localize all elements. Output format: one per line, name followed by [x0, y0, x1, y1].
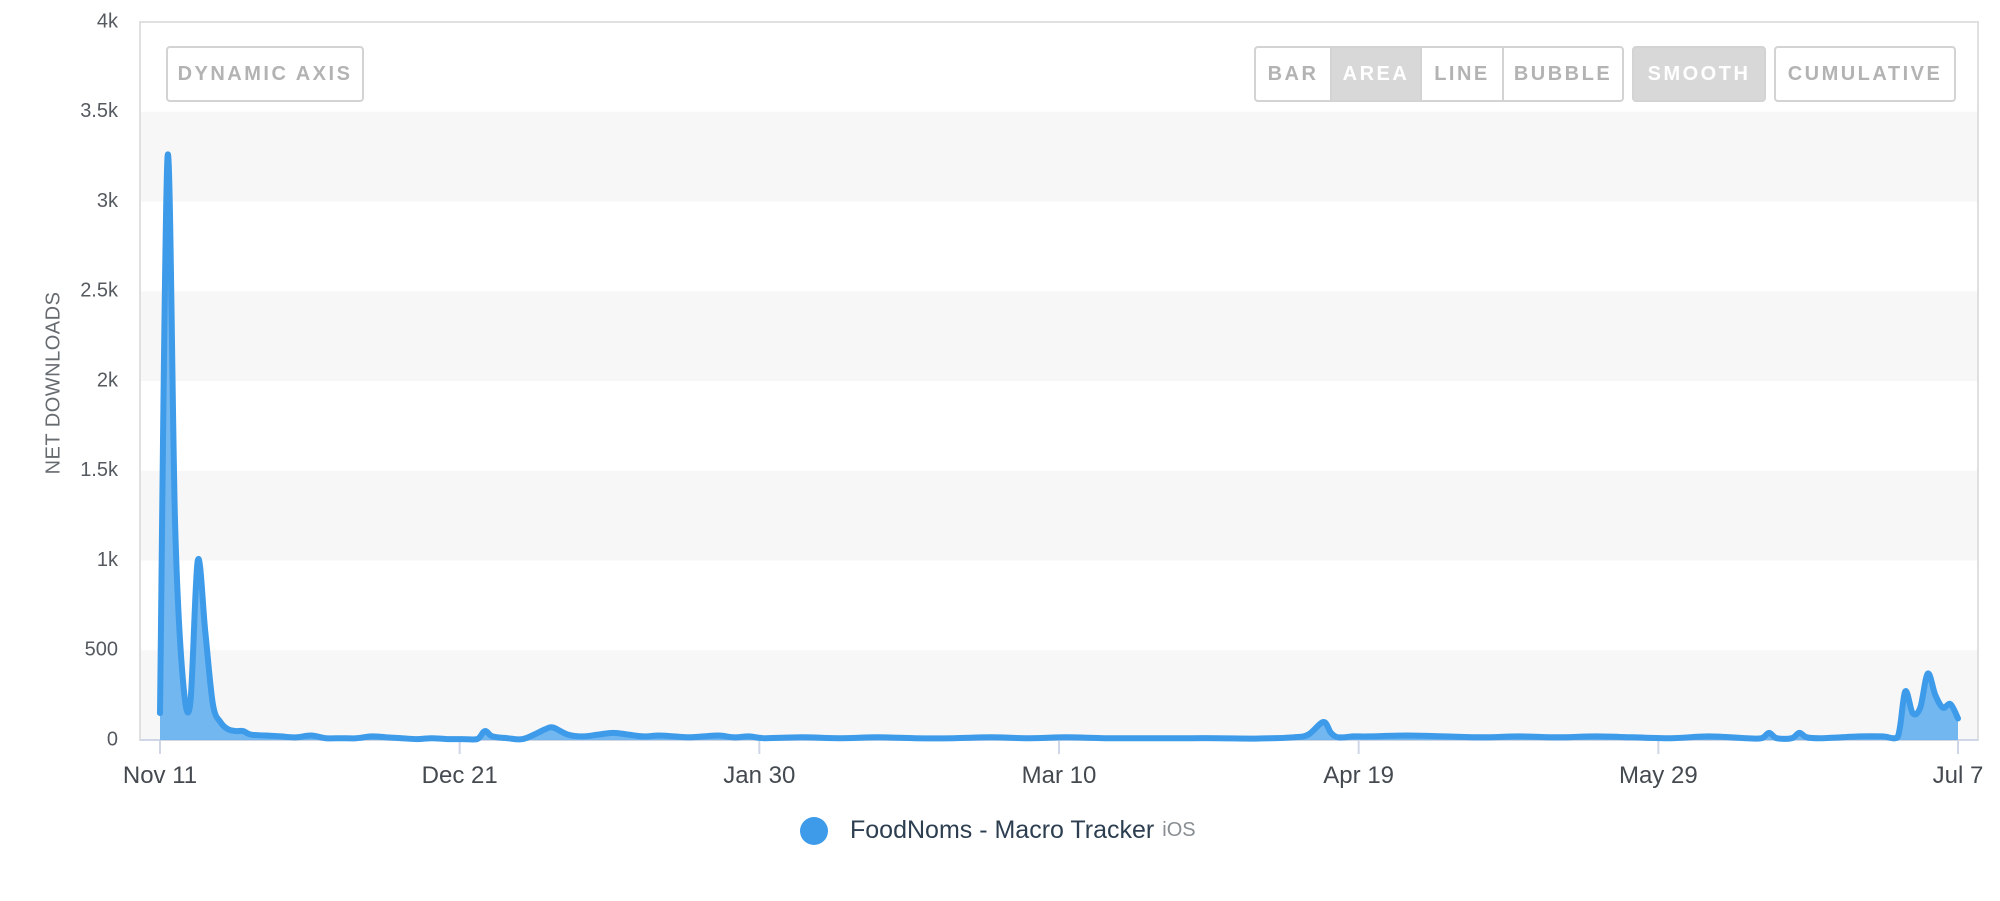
y-tick-label: 0	[107, 728, 118, 750]
x-tick-label: Jan 30	[723, 762, 795, 789]
y-tick-label: 4k	[97, 10, 119, 32]
bar-type-button[interactable]: BAR	[1254, 46, 1332, 102]
y-tick-label: 2k	[97, 369, 119, 391]
x-tick-label: Apr 19	[1323, 762, 1394, 789]
y-tick-label: 1.5k	[80, 459, 119, 481]
legend-series-name: FoodNoms - Macro Tracker	[850, 816, 1155, 844]
legend-series-platform: iOS	[1162, 819, 1196, 841]
line-type-button[interactable]: LINE	[1420, 46, 1504, 102]
y-axis-label: NET DOWNLOADS	[42, 292, 64, 475]
grid-band	[140, 111, 1978, 202]
grid-band	[140, 650, 1978, 740]
chart-bands	[140, 111, 1978, 740]
y-tick-label: 500	[85, 639, 118, 661]
x-tick-label: Nov 11	[123, 762, 197, 789]
chart-series	[157, 151, 1961, 743]
dynamic-axis-button[interactable]: DYNAMIC AXIS	[166, 46, 364, 102]
y-tick-label: 1k	[97, 549, 119, 571]
grid-band	[140, 291, 1978, 381]
x-tick-label: May 29	[1619, 762, 1698, 789]
bubble-type-button[interactable]: BUBBLE	[1502, 46, 1624, 102]
y-tick-label: 3k	[97, 190, 119, 212]
area-type-button[interactable]: AREA	[1330, 46, 1422, 102]
x-tick-label: Jul 7	[1933, 762, 1984, 789]
series-line	[157, 151, 1961, 743]
x-tick-label: Mar 10	[1022, 762, 1097, 789]
grid-band	[140, 470, 1978, 561]
y-tick-label: 2.5k	[80, 280, 119, 302]
cumulative-toggle-button[interactable]: CUMULATIVE	[1774, 46, 1956, 102]
smooth-toggle-button[interactable]: SMOOTH	[1632, 46, 1766, 102]
x-tick-label: Dec 21	[422, 762, 498, 789]
y-tick-label: 3.5k	[80, 100, 119, 122]
chart-legend[interactable]: FoodNoms - Macro Tracker iOS	[800, 816, 1196, 845]
legend-series-dot	[800, 816, 828, 845]
